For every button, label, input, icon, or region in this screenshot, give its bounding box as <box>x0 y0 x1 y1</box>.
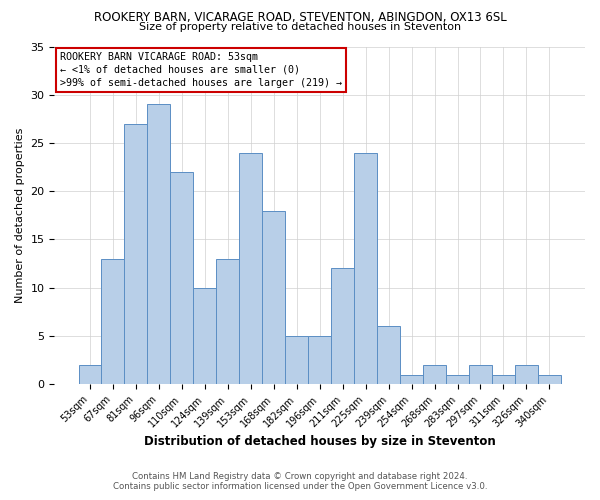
Bar <box>239 152 262 384</box>
Text: Size of property relative to detached houses in Steventon: Size of property relative to detached ho… <box>139 22 461 32</box>
Bar <box>285 336 308 384</box>
Bar <box>331 268 354 384</box>
Bar <box>79 365 101 384</box>
Bar <box>400 374 423 384</box>
Bar <box>148 104 170 384</box>
Bar <box>469 365 492 384</box>
Bar <box>124 124 148 384</box>
Text: Contains HM Land Registry data © Crown copyright and database right 2024.
Contai: Contains HM Land Registry data © Crown c… <box>113 472 487 491</box>
Bar <box>308 336 331 384</box>
Bar <box>515 365 538 384</box>
Bar <box>262 210 285 384</box>
X-axis label: Distribution of detached houses by size in Steventon: Distribution of detached houses by size … <box>144 434 496 448</box>
Y-axis label: Number of detached properties: Number of detached properties <box>15 128 25 303</box>
Bar <box>101 259 124 384</box>
Text: ROOKERY BARN, VICARAGE ROAD, STEVENTON, ABINGDON, OX13 6SL: ROOKERY BARN, VICARAGE ROAD, STEVENTON, … <box>94 11 506 24</box>
Bar <box>217 259 239 384</box>
Bar <box>170 172 193 384</box>
Bar <box>446 374 469 384</box>
Bar <box>354 152 377 384</box>
Text: ROOKERY BARN VICARAGE ROAD: 53sqm
← <1% of detached houses are smaller (0)
>99% : ROOKERY BARN VICARAGE ROAD: 53sqm ← <1% … <box>60 52 342 88</box>
Bar <box>377 326 400 384</box>
Bar <box>538 374 561 384</box>
Bar <box>193 288 217 384</box>
Bar <box>423 365 446 384</box>
Bar <box>492 374 515 384</box>
